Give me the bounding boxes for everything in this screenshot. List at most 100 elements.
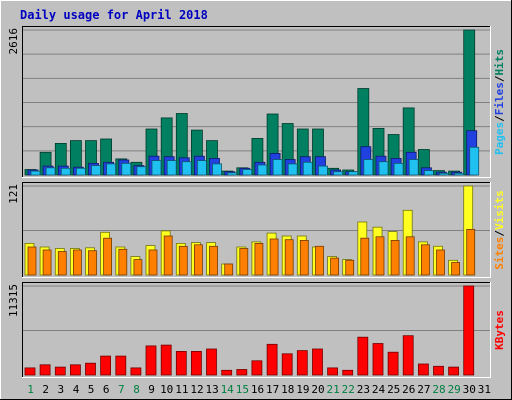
bar-pages-day-14 [227,172,238,176]
bar-sites-day-20 [315,245,324,276]
bar-kbytes-day-22 [342,369,354,376]
bar-kbytes-day-16 [251,360,263,376]
bar-sites-day-11 [178,245,188,276]
bar-sites-day-7 [118,248,128,276]
bar-pages-day-15 [242,169,253,176]
bar-kbytes-day-6 [100,355,111,376]
bar-sites-day-28 [436,249,445,276]
bar-sites-day-1 [27,246,37,276]
bar-pages-day-20 [318,165,328,176]
x-tick-label-day-18: 18 [281,383,294,396]
bar-pages-day-9 [151,160,162,176]
bar-pages-day-5 [91,165,101,176]
legend-separator: / [493,230,506,237]
bar-kbytes-day-12 [190,350,202,376]
x-tick-label-day-4: 4 [73,383,80,396]
x-tick-label-day-23: 23 [357,383,370,396]
bar-sites-day-18 [284,239,294,276]
x-tick-label-day-28: 28 [432,383,445,396]
bar-kbytes-day-10 [160,344,172,376]
x-tick-label-day-11: 11 [175,383,188,396]
bar-sites-day-12 [193,244,203,276]
bar-pages-day-23 [363,159,374,176]
x-tick-label-day-15: 15 [236,383,249,396]
bar-pages-day-29 [454,172,465,176]
bar-kbytes-day-28 [433,365,444,376]
legend-item-files: Files [493,82,506,115]
x-tick-label-day-7: 7 [118,383,125,396]
bar-kbytes-day-21 [327,367,339,376]
bar-kbytes-day-9 [145,345,157,376]
panel-visits-sites: 121 Sites/Visits [7,182,506,278]
bar-pages-day-2 [45,167,56,176]
bar-sites-day-22 [345,259,355,276]
x-tick-label-day-19: 19 [296,383,309,396]
bar-pages-day-17 [272,159,283,176]
bar-kbytes-day-7 [115,355,127,376]
bar-pages-day-27 [423,170,434,176]
x-tick-label-day-27: 27 [417,383,430,396]
bar-kbytes-day-8 [130,367,142,376]
legend-item-hits: Hits [493,49,506,76]
bar-pages-day-18 [287,163,298,176]
bar-kbytes-day-24 [372,343,384,376]
bar-kbytes-day-30 [463,285,475,376]
bar-kbytes-day-18 [281,353,293,376]
bar-kbytes-day-19 [296,350,308,376]
bar-sites-day-17 [269,238,279,276]
x-tick-label-day-1: 1 [27,383,34,396]
bar-kbytes-day-29 [448,366,460,376]
bar-pages-day-30 [469,146,480,176]
legend-item-sites: Sites [493,237,506,270]
bar-sites-day-23 [360,237,370,276]
panel-kbytes: 11315 KBytes [7,282,506,378]
x-tick-label-day-22: 22 [342,383,355,396]
x-tick-label-day-6: 6 [103,383,110,396]
bar-pages-day-11 [181,161,192,176]
x-tick-label-day-13: 13 [205,383,218,396]
x-tick-label-day-17: 17 [266,383,279,396]
bar-kbytes-day-13 [206,348,217,376]
bar-sites-day-2 [42,249,52,276]
bar-pages-day-12 [196,160,207,176]
bar-sites-day-26 [405,236,415,276]
bar-sites-day-14 [224,263,234,276]
bar-pages-day-6 [106,163,116,176]
x-tick-label-day-10: 10 [160,383,173,396]
x-tick-label-day-24: 24 [372,383,386,396]
bar-pages-day-24 [378,161,389,176]
bar-pages-day-22 [348,171,359,176]
bar-sites-day-8 [133,259,143,276]
chart-title: Daily usage for April 2018 [20,8,208,22]
bar-pages-day-21 [333,171,344,176]
bar-pages-day-16 [257,164,268,176]
bar-kbytes-day-2 [39,364,51,376]
bar-sites-day-27 [420,244,430,276]
x-tick-label-day-5: 5 [88,383,95,396]
x-tick-label-day-25: 25 [387,383,400,396]
bar-kbytes-day-1 [24,367,36,376]
bar-pages-day-28 [439,172,449,176]
x-axis-day-labels: 1 2 3 4 5 6 7 8 9 10 11 12 13 14 15 16 17 18 19 20 21 22 23 24 2… [27,383,491,396]
legend-separator: / [493,115,506,122]
bar-sites-day-4 [73,249,82,276]
bar-sites-day-10 [163,235,173,276]
legend-separator: / [493,75,506,82]
y-max-label: 121 [7,184,20,204]
x-tick-label-day-3: 3 [57,383,64,396]
bar-pages-day-10 [166,160,177,176]
bar-pages-day-13 [212,163,222,176]
bar-sites-day-30 [466,228,476,276]
bar-sites-day-24 [375,236,385,276]
bar-kbytes-day-27 [417,363,429,376]
x-tick-label-day-29: 29 [448,383,461,396]
legend-item-kbytes: KBytes [493,310,506,350]
x-tick-label-day-16: 16 [251,383,264,396]
legend: KBytes [493,310,506,350]
bar-sites-day-19 [299,239,309,276]
bar-sites-day-21 [330,257,340,276]
bar-kbytes-day-3 [54,366,66,376]
